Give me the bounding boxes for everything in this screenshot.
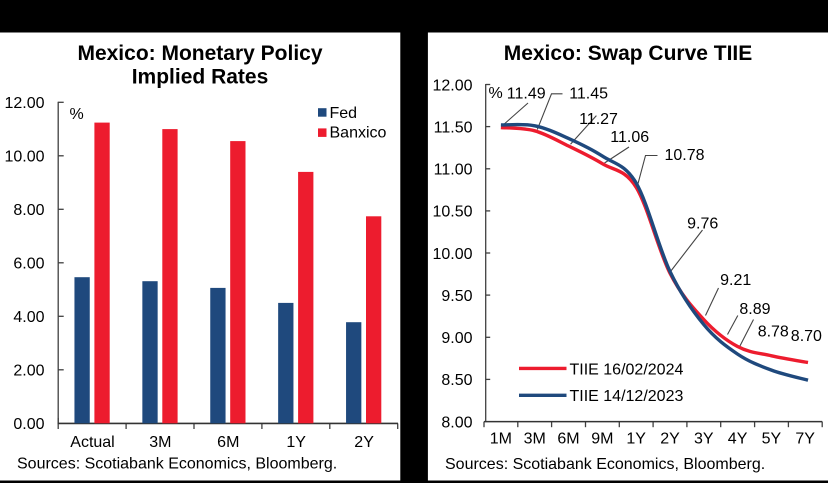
svg-text:8.00: 8.00 [441,414,472,431]
svg-text:2.00: 2.00 [13,363,44,380]
svg-text:9.76: 9.76 [687,216,718,233]
svg-text:Mexico: Monetary Policy: Mexico: Monetary Policy [77,42,322,65]
svg-text:6M: 6M [557,431,579,448]
svg-text:9.21: 9.21 [720,272,751,289]
svg-text:9M: 9M [591,431,613,448]
svg-text:11.06: 11.06 [610,129,649,146]
svg-text:TIIE 14/12/2023: TIIE 14/12/2023 [570,388,684,405]
svg-text:11.45: 11.45 [569,85,608,102]
svg-text:0.00: 0.00 [13,416,44,433]
svg-text:TIIE 16/02/2024: TIIE 16/02/2024 [570,361,684,378]
svg-text:8.50: 8.50 [441,372,472,389]
svg-text:11.00: 11.00 [434,162,473,179]
svg-text:Sources: Scotiabank Economics,: Sources: Scotiabank Economics, Bloomberg… [445,456,765,473]
svg-text:6M: 6M [217,434,239,451]
svg-text:Sources: Scotiabank Economics,: Sources: Scotiabank Economics, Bloomberg… [17,456,337,473]
svg-text:10.00: 10.00 [432,246,472,263]
svg-text:12.00: 12.00 [4,95,44,112]
svg-text:3Y: 3Y [694,431,714,448]
svg-text:10.50: 10.50 [432,204,472,221]
svg-text:10.00: 10.00 [4,149,44,166]
svg-text:2Y: 2Y [660,431,680,448]
svg-text:Implied Rates: Implied Rates [132,65,269,88]
svg-text:1M: 1M [490,431,512,448]
svg-text:7Y: 7Y [795,431,815,448]
svg-text:8.89: 8.89 [739,301,770,318]
svg-text:11.49: 11.49 [507,85,546,102]
svg-text:2Y: 2Y [354,434,374,451]
svg-text:Banxico: Banxico [330,124,387,141]
svg-text:Fed: Fed [330,105,358,122]
svg-text:10.78: 10.78 [665,147,705,164]
svg-text:11.50: 11.50 [434,119,473,136]
svg-text:%: % [489,85,503,102]
svg-text:8.78: 8.78 [758,323,789,340]
svg-text:4Y: 4Y [728,431,748,448]
svg-text:11.27: 11.27 [579,111,618,128]
svg-text:9.50: 9.50 [441,288,472,305]
svg-text:12.00: 12.00 [432,77,472,94]
svg-text:1Y: 1Y [626,431,646,448]
svg-text:9.00: 9.00 [441,330,472,347]
svg-text:8.00: 8.00 [13,202,44,219]
svg-text:%: % [70,106,84,123]
svg-text:Actual: Actual [70,434,114,451]
svg-text:Mexico: Swap Curve TIIE: Mexico: Swap Curve TIIE [504,42,753,65]
svg-text:5Y: 5Y [762,431,782,448]
svg-text:4.00: 4.00 [13,309,44,326]
svg-text:6.00: 6.00 [13,256,44,273]
svg-text:1Y: 1Y [286,434,306,451]
svg-text:3M: 3M [524,431,546,448]
svg-text:8.70: 8.70 [791,328,822,345]
svg-text:3M: 3M [149,434,171,451]
